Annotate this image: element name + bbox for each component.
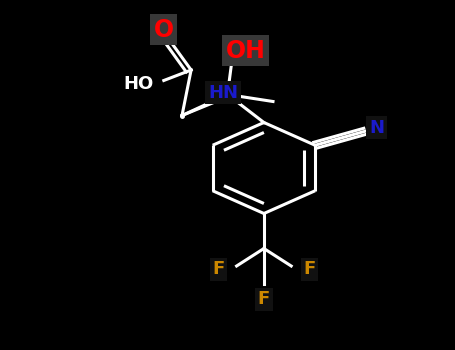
Text: N: N xyxy=(369,119,384,137)
Text: HN: HN xyxy=(208,84,238,102)
Text: F: F xyxy=(303,260,315,279)
Text: HO: HO xyxy=(124,75,154,93)
Text: F: F xyxy=(258,290,270,308)
Text: OH: OH xyxy=(226,39,266,63)
Text: O: O xyxy=(154,18,174,42)
Text: F: F xyxy=(212,260,224,279)
